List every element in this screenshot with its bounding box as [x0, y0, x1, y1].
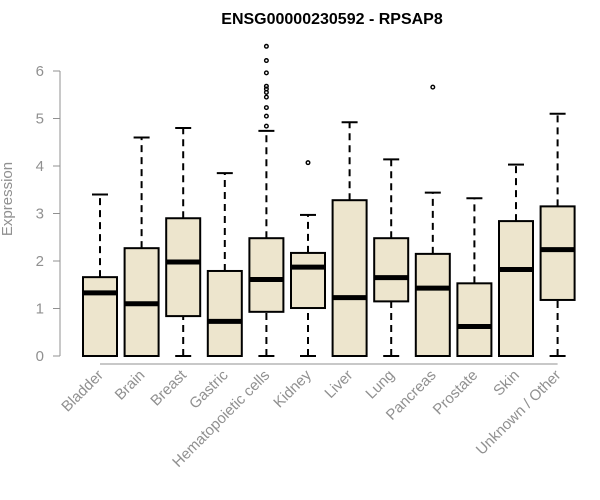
- y-tick-label: 3: [36, 206, 44, 223]
- y-tick-label: 4: [36, 158, 44, 175]
- chart-title: ENSG00000230592 - RPSAP8: [221, 11, 443, 28]
- iqr-box: [414, 252, 451, 357]
- iqr-box: [331, 199, 368, 357]
- box-gastric: [206, 172, 243, 358]
- y-tick-label: 1: [36, 301, 44, 318]
- y-axis-label: Expression: [0, 162, 16, 236]
- y-tick-label: 0: [36, 348, 44, 365]
- category-label: Bladder: [58, 367, 107, 416]
- outlier-point: [263, 86, 269, 92]
- iqr-box: [82, 276, 118, 357]
- category-label: Liver: [321, 367, 356, 402]
- box-bladder: [82, 193, 118, 357]
- axes: 0 1 2 3 4 5 6: [36, 63, 558, 365]
- boxes: [82, 43, 576, 358]
- outlier-point: [305, 160, 311, 166]
- box-hematopoietic-cells: [248, 43, 285, 357]
- category-label: Kidney: [270, 366, 315, 411]
- outlier-point: [430, 84, 436, 90]
- outlier-point: [263, 123, 269, 129]
- category-label: Breast: [147, 366, 190, 409]
- outlier-point: [263, 113, 269, 119]
- category-label: Skin: [490, 367, 523, 400]
- iqr-box: [539, 205, 576, 301]
- box-skin: [498, 163, 534, 357]
- box-brain: [123, 136, 160, 357]
- iqr-box: [456, 282, 493, 358]
- box-prostate: [456, 197, 493, 358]
- outlier-point: [263, 58, 269, 64]
- box-unknown-other: [539, 112, 576, 357]
- box-breast: [165, 127, 202, 357]
- y-tick-label: 2: [36, 253, 44, 270]
- iqr-box: [290, 251, 326, 310]
- category-label: Brain: [112, 367, 149, 404]
- iqr-box: [498, 220, 534, 357]
- outlier-point: [263, 70, 269, 76]
- box-kidney: [290, 160, 326, 357]
- category-label: Prostate: [430, 367, 482, 419]
- outlier-point: [263, 83, 269, 89]
- box-lung: [373, 158, 410, 357]
- iqr-box: [373, 237, 410, 303]
- box-pancreas: [414, 84, 451, 357]
- iqr-box: [206, 269, 243, 358]
- iqr-box: [248, 237, 285, 313]
- box-liver: [331, 121, 368, 357]
- category-label: Lung: [362, 367, 398, 403]
- y-tick-label: 6: [36, 63, 44, 80]
- y-tick-label: 5: [36, 111, 44, 128]
- outlier-point: [263, 105, 269, 111]
- outlier-point: [263, 94, 269, 100]
- iqr-box: [165, 217, 202, 318]
- outlier-point: [263, 43, 269, 49]
